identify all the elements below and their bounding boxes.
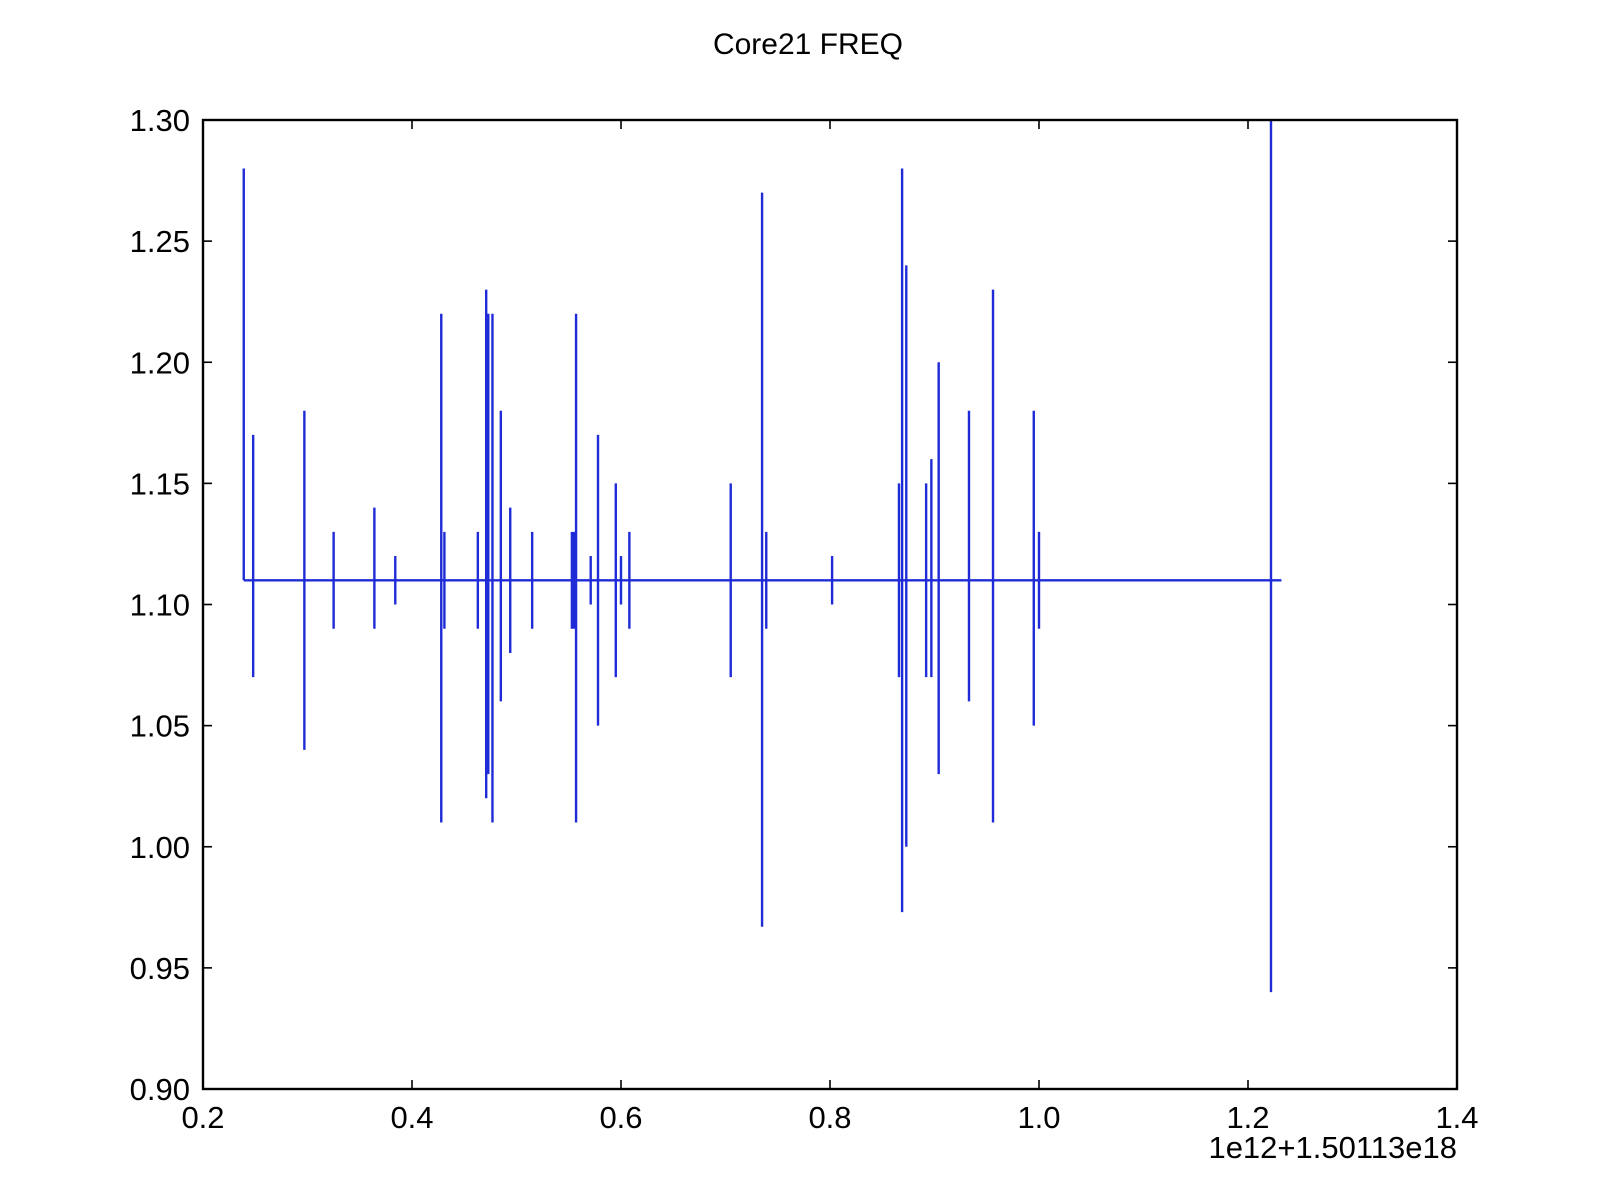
x-tick-label: 0.8 bbox=[808, 1100, 851, 1135]
series-layer bbox=[242, 120, 1282, 993]
axes-layer: 0.2 0.4 0.6 0.8 1.0 1.2 1.4 0.90 0.95 1.00 1.05 1.1… bbox=[130, 103, 1479, 1135]
y-tick-label: 0.95 bbox=[130, 951, 190, 986]
y-tick-label: 1.20 bbox=[130, 345, 190, 380]
x-tick-label: 0.6 bbox=[599, 1100, 642, 1135]
y-tick-label: 0.90 bbox=[130, 1072, 190, 1107]
y-tick-label: 1.30 bbox=[130, 103, 190, 138]
x-tick-label: 0.4 bbox=[390, 1100, 433, 1135]
x-tick-label: 0.2 bbox=[181, 1100, 224, 1135]
y-tick-label: 1.00 bbox=[130, 830, 190, 865]
y-tick-label: 1.25 bbox=[130, 224, 190, 259]
chart-title: Core21 FREQ bbox=[713, 28, 903, 61]
y-tick-label: 1.05 bbox=[130, 709, 190, 744]
plot-frame bbox=[201, 118, 1459, 1091]
y-tick-label: 1.10 bbox=[130, 588, 190, 623]
x-tick-label: 1.4 bbox=[1435, 1100, 1478, 1135]
x-tick-label: 1.2 bbox=[1226, 1100, 1269, 1135]
x-axis-offset-label: 1e12+1.50113e18 bbox=[1208, 1130, 1457, 1165]
x-tick-label: 1.0 bbox=[1017, 1100, 1060, 1135]
y-tick-label: 1.15 bbox=[130, 466, 190, 501]
